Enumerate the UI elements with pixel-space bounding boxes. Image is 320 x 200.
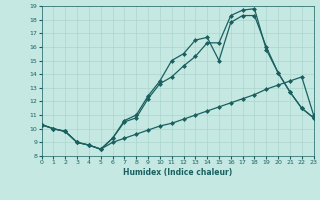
X-axis label: Humidex (Indice chaleur): Humidex (Indice chaleur) — [123, 168, 232, 177]
